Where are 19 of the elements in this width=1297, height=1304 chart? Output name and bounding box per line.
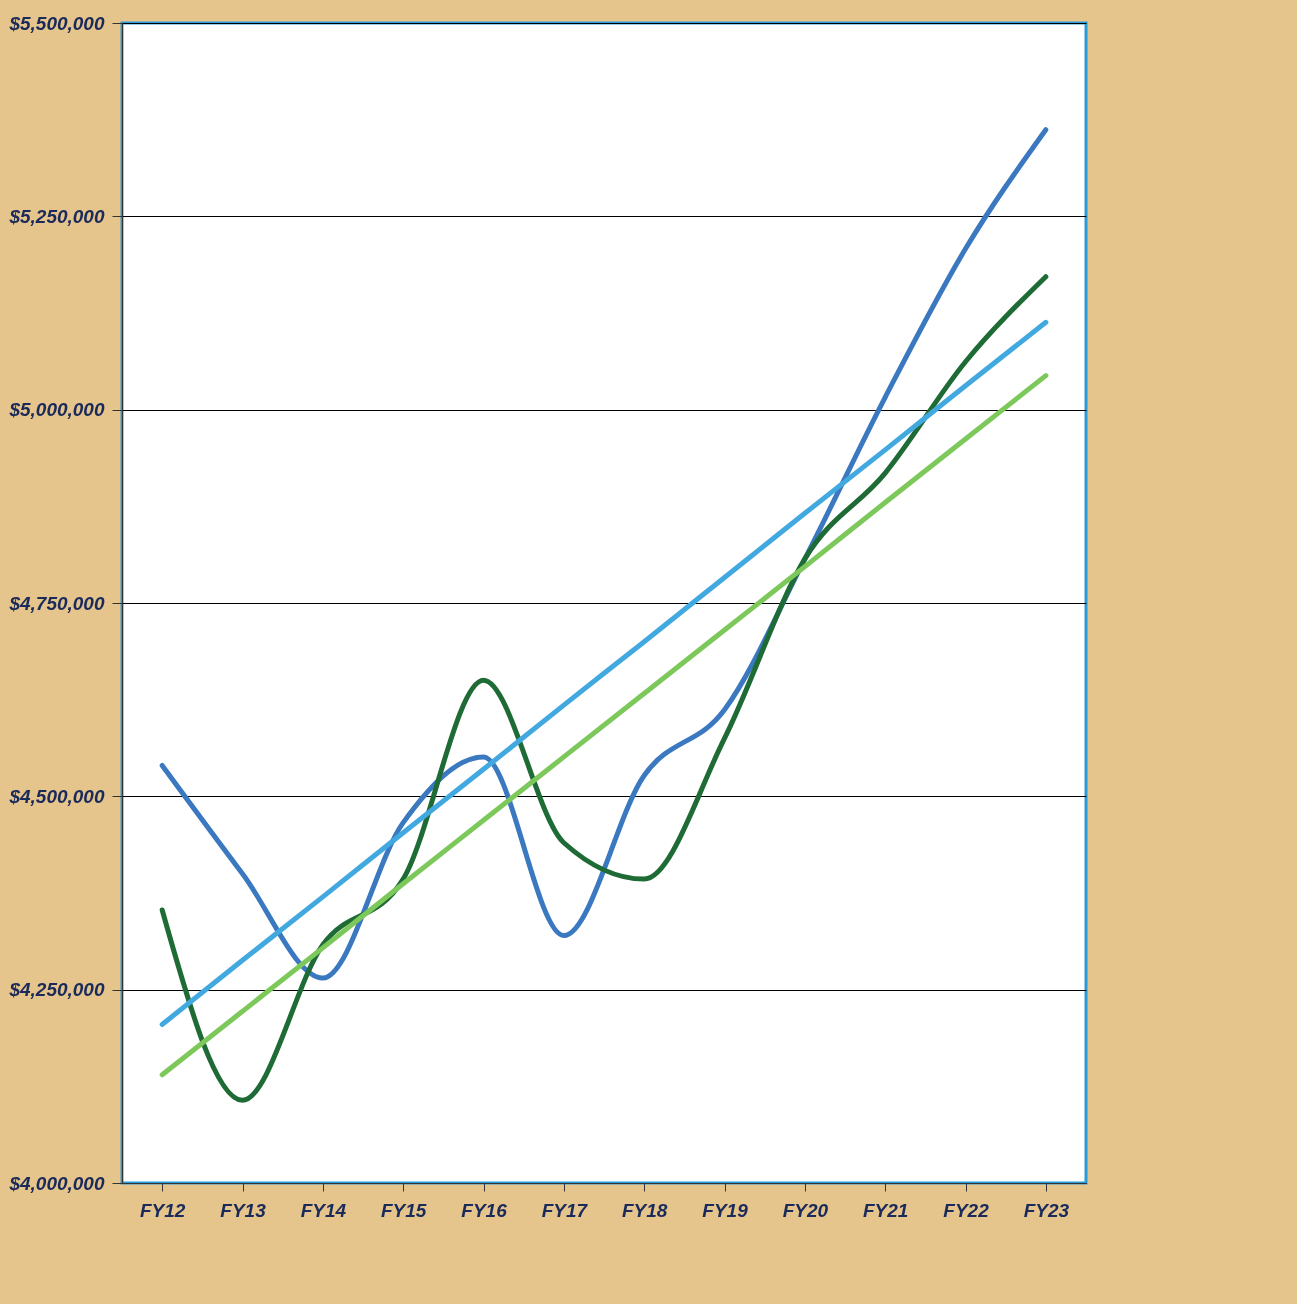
x-tick-label: FY18 <box>621 1199 668 1221</box>
x-tick-label: FY14 <box>300 1199 347 1221</box>
y-tick-label: $4,500,000 <box>8 785 105 807</box>
x-tick-label: FY20 <box>782 1199 829 1221</box>
x-tick-label: FY19 <box>702 1199 749 1221</box>
y-tick-label: $5,500,000 <box>8 12 105 34</box>
x-tick-label: FY15 <box>380 1199 427 1221</box>
x-tick-label: FY22 <box>943 1199 990 1221</box>
x-tick-label: FY12 <box>139 1199 186 1221</box>
y-tick-label: $4,000,000 <box>8 1172 105 1194</box>
x-tick-label: FY13 <box>220 1199 267 1221</box>
x-tick-label: FY21 <box>862 1199 909 1221</box>
x-tick-label: FY23 <box>1023 1199 1070 1221</box>
x-tick-label: FY17 <box>541 1199 589 1221</box>
y-tick-label: $5,000,000 <box>8 399 105 421</box>
x-tick-label: FY16 <box>461 1199 508 1221</box>
y-tick-label: $5,250,000 <box>8 205 105 227</box>
y-tick-label: $4,250,000 <box>8 979 105 1001</box>
y-tick-label: $4,750,000 <box>8 592 105 614</box>
